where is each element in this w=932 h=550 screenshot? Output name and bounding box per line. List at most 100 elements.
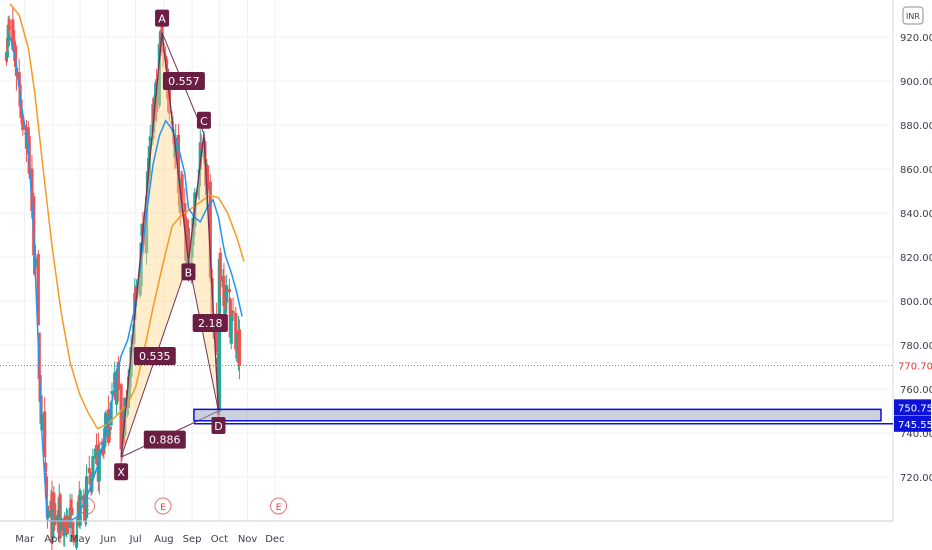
candle — [46, 510, 50, 520]
candle — [70, 493, 74, 516]
last-price-badge-label: 770.70 — [898, 361, 932, 372]
candle — [129, 334, 133, 388]
fib-ratio-badge: 0.886 — [143, 430, 186, 449]
candle — [218, 247, 222, 297]
candle — [176, 123, 181, 207]
fib-ratio-badge: 0.557 — [162, 72, 205, 90]
pattern-point-label: A — [158, 13, 166, 26]
currency-label: INR — [906, 12, 920, 21]
x-tick-label: Mar — [15, 534, 35, 545]
candle — [43, 447, 48, 482]
y-tick-label: 900.00 — [900, 77, 932, 88]
xa-leg — [120, 32, 163, 458]
cd-leg — [203, 133, 220, 412]
y-tick-label: 820.00 — [900, 253, 932, 264]
y-tick-label: 760.00 — [900, 385, 932, 396]
candle — [65, 509, 70, 535]
candle — [148, 124, 152, 153]
fib-ratio-label: 0.557 — [168, 75, 200, 88]
pattern-point-b: B — [181, 263, 196, 281]
y-tick-label: 840.00 — [900, 209, 932, 220]
last-price-badge: 770.70 — [894, 357, 932, 374]
fast-moving-average-line — [9, 36, 243, 522]
event-markers: EEE — [78, 497, 288, 515]
candle — [198, 129, 202, 185]
x-tick-label: May — [70, 534, 91, 545]
candle — [78, 488, 82, 529]
candle — [72, 520, 76, 546]
candle — [157, 31, 161, 110]
x-tick-label: Apr — [44, 534, 62, 545]
pattern-point-label: B — [185, 266, 193, 279]
y-tick-label: 880.00 — [900, 121, 932, 132]
y-tick-label: 920.00 — [900, 33, 932, 44]
candle — [227, 278, 231, 300]
x-tick-label: Nov — [238, 534, 258, 545]
fib-ratio-label: 0.886 — [149, 434, 181, 447]
candle — [58, 492, 62, 544]
bd-ratio-line — [187, 261, 219, 412]
candle — [231, 297, 235, 317]
y-tick-label: 800.00 — [900, 297, 932, 308]
price-axis: 720.00 740.00 760.00 780.00 800.00 820.00 840.… — [900, 33, 932, 484]
candle — [43, 397, 47, 458]
event-label: E — [160, 503, 166, 513]
x-tick-label: Jul — [129, 534, 142, 545]
candle — [225, 274, 229, 313]
pattern-point-d: D — [211, 417, 226, 434]
pattern-point-label: C — [200, 115, 208, 128]
y-tick-label: 720.00 — [900, 473, 932, 484]
bc-leg — [187, 133, 205, 262]
earnings-event-icon[interactable]: E — [154, 497, 172, 515]
candle — [230, 310, 234, 333]
pattern-labels: X A B C D 0.535 0.557 2.18 0.886 — [114, 9, 228, 481]
zone-lower-badge: 745.55 — [894, 415, 932, 432]
candle — [97, 441, 101, 495]
y-tick-label: 740.00 — [900, 429, 932, 440]
slow-moving-average-line — [9, 3, 245, 430]
x-tick-label: Oct — [211, 534, 228, 545]
candle — [144, 193, 149, 265]
pattern-point-a: A — [155, 9, 170, 27]
x-tick-label: Sep — [183, 534, 202, 545]
candle — [7, 15, 11, 37]
y-tick-label: 860.00 — [900, 165, 932, 176]
fib-ratio-badge: 0.535 — [133, 347, 176, 365]
zone-lower-badge-label: 745.55 — [898, 420, 932, 431]
time-axis: Mar Apr May Jun Jul Aug Sep Oct Nov Dec — [0, 520, 893, 545]
prz-box — [193, 408, 882, 422]
grid — [0, 0, 894, 521]
fib-ratio-badge: 2.18 — [192, 314, 228, 332]
fib-ratio-label: 2.18 — [198, 317, 223, 330]
candle — [237, 319, 242, 380]
x-tick-label: Aug — [154, 534, 174, 545]
candle — [36, 249, 40, 326]
prz-zone — [193, 408, 893, 425]
candle — [234, 306, 238, 359]
candle — [84, 521, 88, 527]
pattern-point-label: X — [117, 466, 125, 479]
candle — [83, 492, 87, 522]
candle — [74, 524, 79, 550]
candle — [94, 433, 99, 465]
candle — [17, 58, 21, 87]
candle — [199, 134, 203, 150]
event-label: E — [276, 503, 282, 513]
currency-badge[interactable]: INR — [902, 6, 924, 25]
candle — [8, 26, 12, 38]
candle — [235, 334, 239, 362]
zone-upper-badge-label: 750.75 — [898, 403, 932, 414]
pattern-point-label: D — [214, 420, 222, 433]
earnings-event-icon[interactable]: E — [270, 497, 288, 515]
x-tick-label: Jun — [100, 534, 117, 545]
fib-ratio-label: 0.535 — [139, 350, 171, 363]
candle — [91, 448, 95, 492]
candle — [108, 426, 112, 443]
y-tick-label: 780.00 — [900, 341, 932, 352]
ab-leg — [161, 32, 190, 262]
price-badges: 770.70 750.75 745.55 — [0, 357, 932, 432]
pattern-point-c: C — [196, 111, 211, 129]
pattern-point-x: X — [114, 463, 129, 481]
